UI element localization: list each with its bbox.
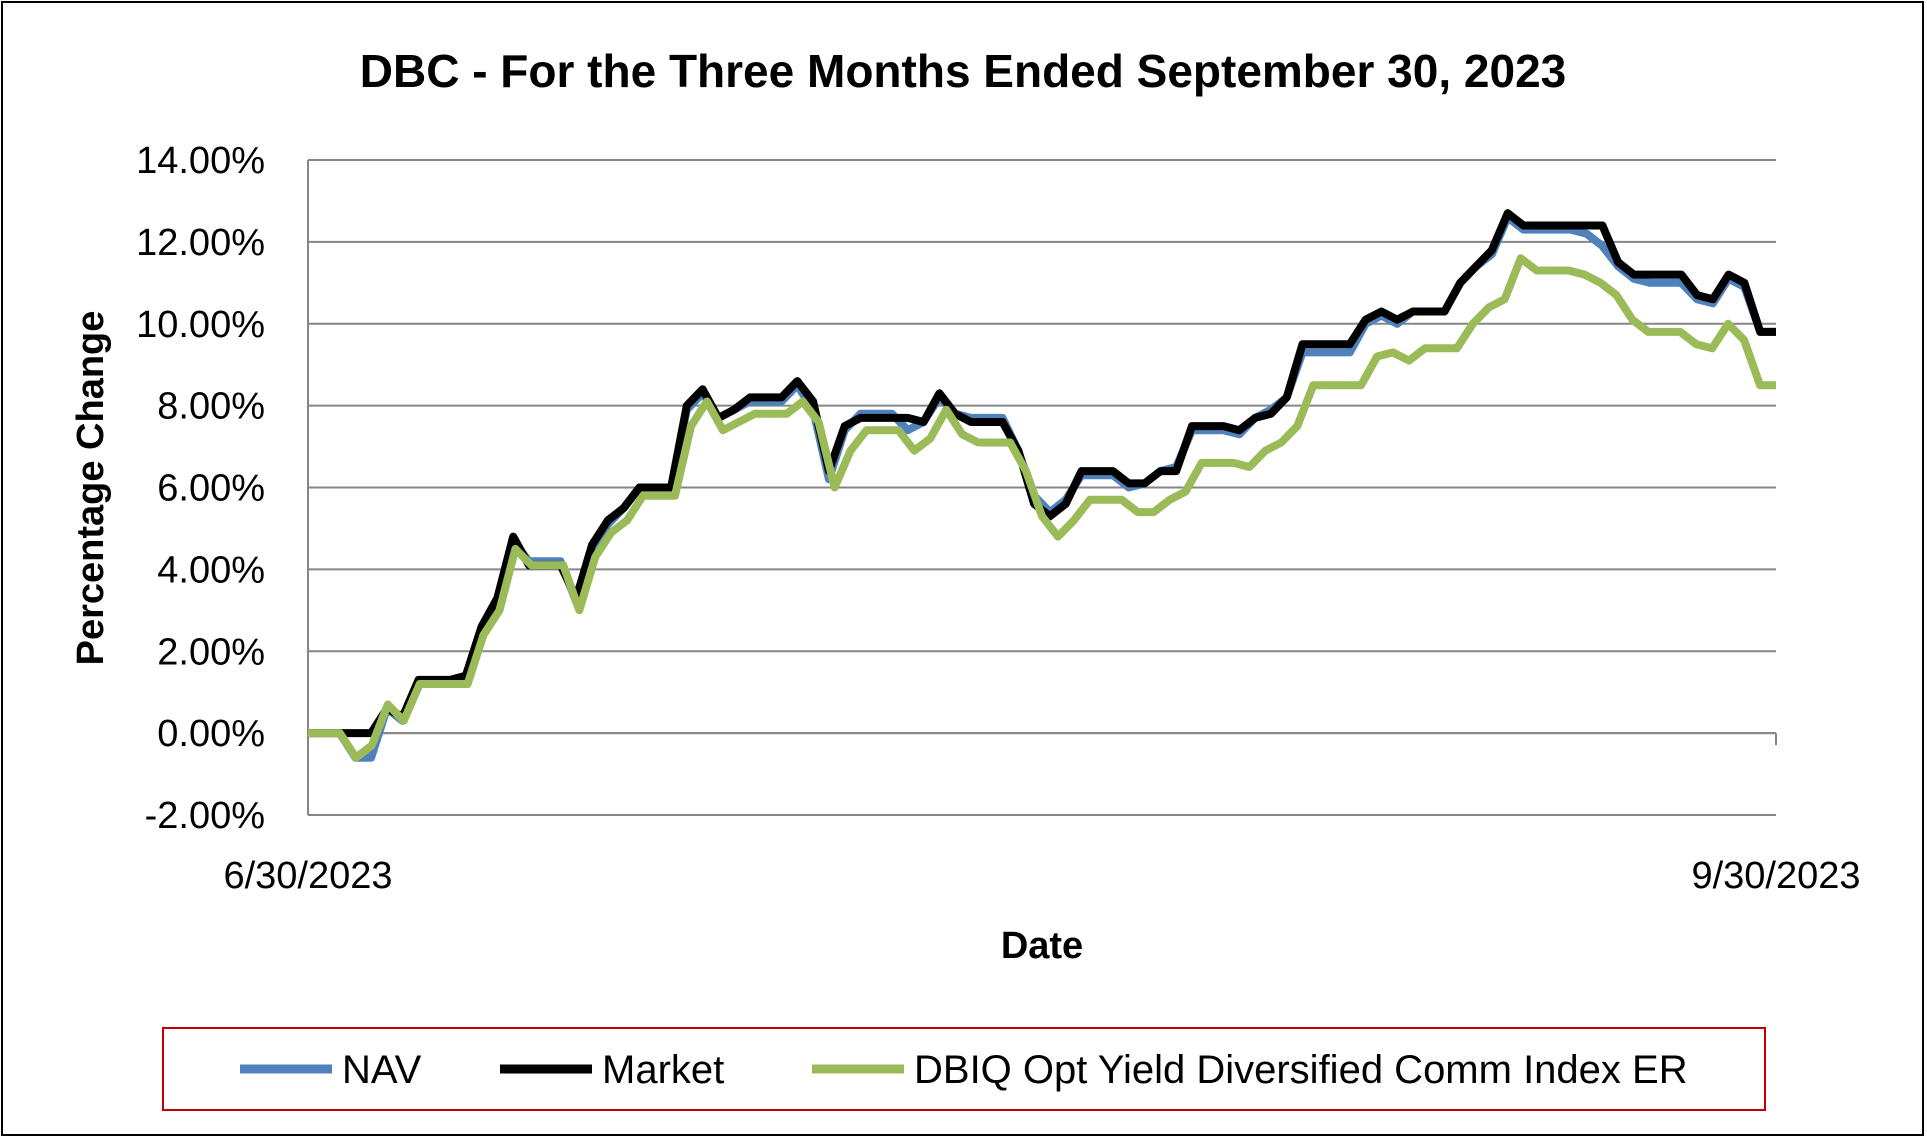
y-tick-label: 2.00% <box>157 631 265 673</box>
legend-label-2: DBIQ Opt Yield Diversified Comm Index ER <box>914 1048 1688 1092</box>
series-line-1 <box>308 209 1776 738</box>
axes <box>307 160 1777 815</box>
y-axis-title: Percentage Change <box>70 311 112 666</box>
y-tick-label: 14.00% <box>136 140 265 182</box>
legend: NAV Market DBIQ Opt Yield Diversified Comm… <box>162 1027 1766 1111</box>
series-lines <box>308 209 1776 762</box>
chart-title: DBC - For the Three Months Ended Septemb… <box>360 45 1566 97</box>
series-line-0 <box>308 213 1776 762</box>
x-axis-title: Date <box>1001 925 1083 967</box>
y-tick-label: -2.00% <box>145 795 265 837</box>
legend-box <box>162 1027 1766 1111</box>
y-tick-label: 0.00% <box>157 713 265 755</box>
x-tick-label-end: 9/30/2023 <box>1691 855 1860 897</box>
y-tick-label: 8.00% <box>157 386 265 428</box>
y-tick-label: 6.00% <box>157 468 265 510</box>
legend-label-1: Market <box>602 1048 724 1092</box>
x-tick-labels: 6/30/2023 9/30/2023 <box>223 855 1860 897</box>
gridlines <box>308 159 1776 816</box>
y-tick-labels: -2.00% 0.00% 2.00% 4.00% 6.00% 8.00% 10.00% 12.… <box>136 140 265 837</box>
y-tick-label: 12.00% <box>136 222 265 264</box>
y-tick-label: 4.00% <box>157 549 265 591</box>
x-tick-label-start: 6/30/2023 <box>223 855 392 897</box>
y-tick-label: 10.00% <box>136 304 265 346</box>
series-line-2 <box>308 254 1776 762</box>
legend-label-0: NAV <box>342 1048 422 1092</box>
